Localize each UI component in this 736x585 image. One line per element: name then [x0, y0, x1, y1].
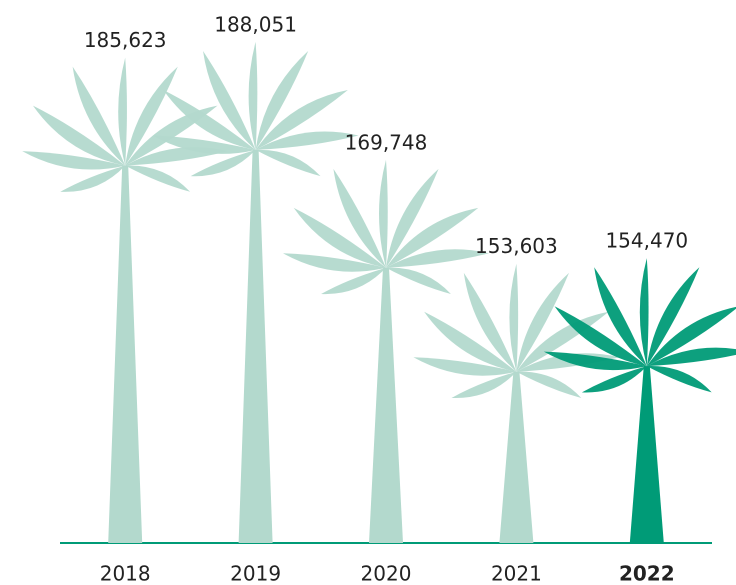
leaf — [248, 41, 258, 150]
leaf — [293, 207, 386, 268]
value-label: 154,470 — [605, 229, 688, 253]
leaf — [255, 90, 348, 150]
leaf — [152, 135, 256, 154]
palm-tree — [543, 258, 736, 543]
leaf — [72, 66, 126, 166]
palm-tree — [152, 41, 359, 543]
x-tick-label: 2022 — [619, 562, 675, 585]
palm-tree — [22, 57, 229, 543]
value-label: 153,603 — [475, 234, 558, 258]
leaf — [424, 311, 517, 372]
leaf — [451, 371, 517, 398]
trunk — [108, 165, 143, 543]
value-label: 169,748 — [345, 130, 428, 154]
leaf — [646, 306, 736, 367]
leaf — [203, 51, 256, 150]
palm-tree — [283, 159, 489, 543]
leaf — [509, 263, 519, 372]
leaf — [646, 366, 712, 393]
leaf — [32, 105, 126, 166]
trunk — [238, 149, 273, 543]
value-label: 185,623 — [84, 28, 167, 52]
leaf — [386, 207, 479, 268]
leaf — [581, 366, 647, 393]
trunk — [499, 371, 534, 543]
leaf — [22, 151, 126, 170]
x-tick-label: 2020 — [361, 562, 412, 585]
leaf — [125, 165, 191, 192]
leaf — [516, 371, 582, 398]
leaf — [554, 306, 647, 367]
leaf — [255, 131, 359, 150]
x-tick-label: 2021 — [491, 562, 542, 585]
leaf — [118, 57, 127, 166]
leaf — [463, 272, 517, 372]
leaf — [646, 347, 736, 367]
leaf — [333, 168, 386, 268]
leaf — [321, 267, 386, 295]
palm-tree — [413, 263, 620, 543]
leaf — [543, 351, 647, 371]
leaf — [386, 168, 439, 268]
leaf — [386, 267, 451, 294]
leaf — [413, 357, 517, 376]
leaf — [60, 165, 126, 192]
trunk — [369, 267, 403, 543]
leaf — [283, 253, 386, 272]
x-tick-label: 2018 — [100, 562, 151, 585]
trunk — [629, 366, 664, 543]
leaf — [594, 267, 647, 367]
leaf — [516, 272, 569, 372]
leaf — [190, 149, 256, 177]
leaf — [646, 267, 700, 367]
leaf — [639, 258, 649, 367]
leaf — [255, 149, 321, 177]
leaf — [163, 90, 256, 150]
value-label: 188,051 — [214, 12, 297, 36]
leaf — [255, 51, 309, 150]
leaf — [379, 159, 388, 268]
x-tick-label: 2019 — [230, 562, 281, 585]
leaf — [386, 249, 489, 268]
